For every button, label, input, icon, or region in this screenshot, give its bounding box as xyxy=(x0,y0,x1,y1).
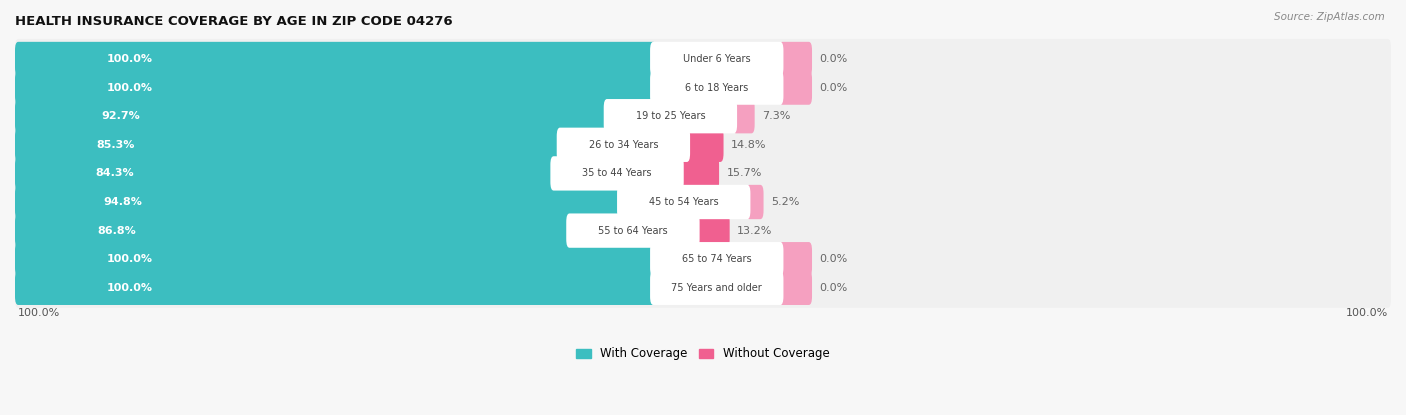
Text: 45 to 54 Years: 45 to 54 Years xyxy=(650,197,718,207)
Text: 26 to 34 Years: 26 to 34 Years xyxy=(589,140,658,150)
Text: 15.7%: 15.7% xyxy=(727,168,762,178)
Text: 100.0%: 100.0% xyxy=(18,308,60,318)
FancyBboxPatch shape xyxy=(15,156,557,190)
FancyBboxPatch shape xyxy=(15,242,657,276)
FancyBboxPatch shape xyxy=(686,128,724,162)
Text: 86.8%: 86.8% xyxy=(97,226,136,236)
FancyBboxPatch shape xyxy=(15,96,1391,136)
FancyBboxPatch shape xyxy=(15,125,1391,165)
FancyBboxPatch shape xyxy=(603,99,737,133)
FancyBboxPatch shape xyxy=(679,156,718,190)
Text: 0.0%: 0.0% xyxy=(820,283,848,293)
FancyBboxPatch shape xyxy=(617,185,751,219)
Text: 55 to 64 Years: 55 to 64 Years xyxy=(598,226,668,236)
Text: 85.3%: 85.3% xyxy=(96,140,134,150)
Text: 65 to 74 Years: 65 to 74 Years xyxy=(682,254,752,264)
FancyBboxPatch shape xyxy=(779,271,813,305)
Legend: With Coverage, Without Coverage: With Coverage, Without Coverage xyxy=(572,343,834,365)
Text: 100.0%: 100.0% xyxy=(107,283,153,293)
FancyBboxPatch shape xyxy=(15,68,1391,107)
Text: 5.2%: 5.2% xyxy=(770,197,800,207)
Text: Under 6 Years: Under 6 Years xyxy=(683,54,751,64)
Text: 13.2%: 13.2% xyxy=(737,226,772,236)
FancyBboxPatch shape xyxy=(15,182,1391,222)
Text: 94.8%: 94.8% xyxy=(103,197,142,207)
FancyBboxPatch shape xyxy=(550,156,683,190)
FancyBboxPatch shape xyxy=(15,71,657,105)
FancyBboxPatch shape xyxy=(567,213,700,248)
FancyBboxPatch shape xyxy=(747,185,763,219)
FancyBboxPatch shape xyxy=(733,99,755,133)
Text: 19 to 25 Years: 19 to 25 Years xyxy=(636,111,706,121)
FancyBboxPatch shape xyxy=(696,213,730,248)
Text: 100.0%: 100.0% xyxy=(107,83,153,93)
FancyBboxPatch shape xyxy=(15,128,562,162)
Text: 92.7%: 92.7% xyxy=(101,111,141,121)
Text: 0.0%: 0.0% xyxy=(820,254,848,264)
FancyBboxPatch shape xyxy=(15,210,1391,251)
FancyBboxPatch shape xyxy=(15,185,623,219)
Text: 100.0%: 100.0% xyxy=(107,254,153,264)
Text: 0.0%: 0.0% xyxy=(820,54,848,64)
Text: 75 Years and older: 75 Years and older xyxy=(672,283,762,293)
Text: 35 to 44 Years: 35 to 44 Years xyxy=(582,168,652,178)
Text: 14.8%: 14.8% xyxy=(731,140,766,150)
FancyBboxPatch shape xyxy=(779,71,813,105)
FancyBboxPatch shape xyxy=(15,99,610,133)
FancyBboxPatch shape xyxy=(650,271,783,305)
FancyBboxPatch shape xyxy=(15,42,657,76)
FancyBboxPatch shape xyxy=(15,213,572,248)
Text: 84.3%: 84.3% xyxy=(96,168,134,178)
FancyBboxPatch shape xyxy=(15,271,657,305)
FancyBboxPatch shape xyxy=(779,242,813,276)
Text: 6 to 18 Years: 6 to 18 Years xyxy=(685,83,748,93)
Text: Source: ZipAtlas.com: Source: ZipAtlas.com xyxy=(1274,12,1385,22)
FancyBboxPatch shape xyxy=(15,154,1391,193)
Text: 7.3%: 7.3% xyxy=(762,111,790,121)
FancyBboxPatch shape xyxy=(650,242,783,276)
FancyBboxPatch shape xyxy=(650,71,783,105)
FancyBboxPatch shape xyxy=(15,39,1391,79)
Text: HEALTH INSURANCE COVERAGE BY AGE IN ZIP CODE 04276: HEALTH INSURANCE COVERAGE BY AGE IN ZIP … xyxy=(15,15,453,28)
Text: 100.0%: 100.0% xyxy=(107,54,153,64)
Text: 0.0%: 0.0% xyxy=(820,83,848,93)
FancyBboxPatch shape xyxy=(557,128,690,162)
FancyBboxPatch shape xyxy=(650,42,783,76)
Text: 100.0%: 100.0% xyxy=(1346,308,1388,318)
FancyBboxPatch shape xyxy=(15,239,1391,279)
FancyBboxPatch shape xyxy=(15,268,1391,308)
FancyBboxPatch shape xyxy=(779,42,813,76)
